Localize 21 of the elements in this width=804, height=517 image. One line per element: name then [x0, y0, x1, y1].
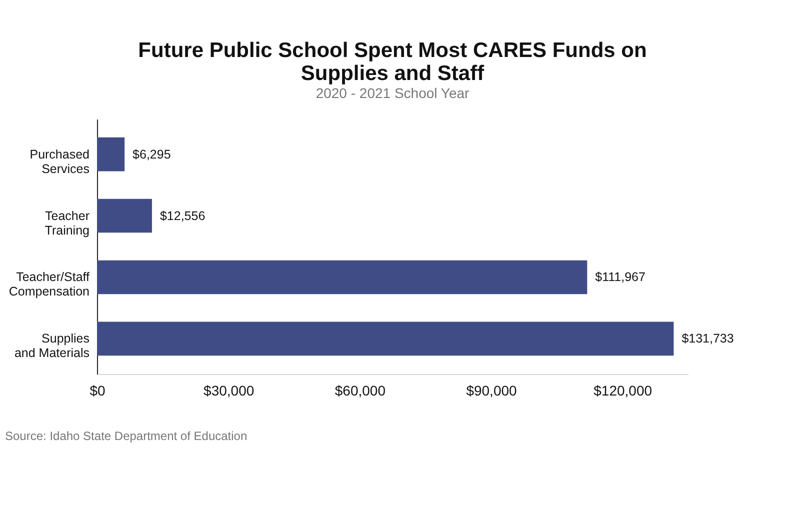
- x-tick-label: $90,000: [466, 382, 518, 398]
- text: Future Public School Spent Most CARES Funds on: [138, 39, 647, 62]
- source-note: Source: Idaho State Department of Education: [5, 429, 248, 443]
- x-tick-label: $60,000: [334, 382, 386, 398]
- x-tick-label: $120,000: [594, 382, 652, 398]
- x-tick-label: $30,000: [204, 382, 254, 398]
- bar: [97, 322, 674, 356]
- y-tick-label: Teacher Training: [44, 208, 90, 238]
- text: Supplies and Staff: [300, 62, 484, 85]
- data-label: $131,733: [682, 332, 734, 346]
- chart-subtitle: 2020 - 2021 School Year: [316, 85, 470, 101]
- data-label: $12,556: [160, 208, 206, 223]
- y-tick-label: Teacher/Staff Compensation: [8, 270, 90, 299]
- bar: [97, 260, 588, 294]
- y-tick-label: Supplies and Materials: [14, 332, 90, 360]
- data-label: $6,295: [132, 147, 171, 162]
- y-tick-label: Purchased Services: [30, 147, 90, 176]
- bar: [97, 137, 125, 172]
- data-label: $111,967: [595, 270, 646, 284]
- bar: [97, 198, 152, 233]
- x-tick-label: $0: [90, 382, 106, 398]
